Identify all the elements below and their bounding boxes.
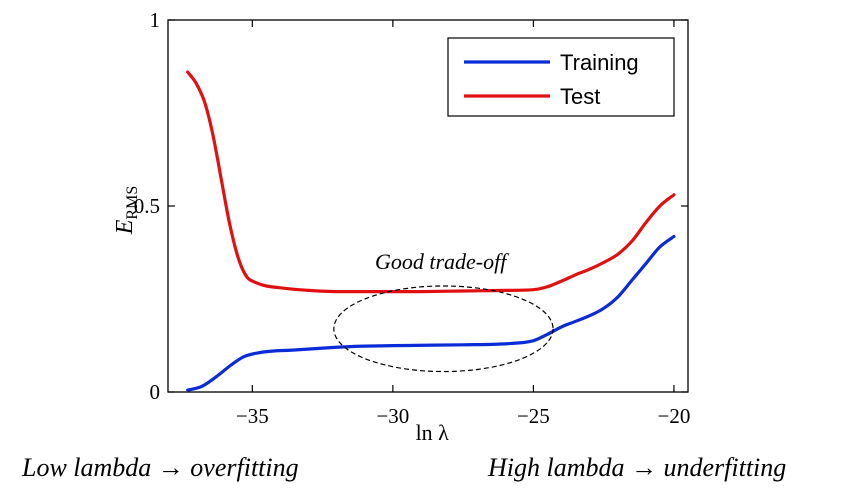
axes: −35 −30 −25 −20 0 0.5 1 bbox=[134, 8, 691, 428]
y-tick-label: 0 bbox=[150, 380, 161, 404]
trade-off-ellipse bbox=[333, 285, 554, 373]
legend-box bbox=[447, 37, 675, 117]
x-tick-label: −35 bbox=[236, 404, 269, 428]
series-line-test bbox=[186, 70, 676, 294]
footer-note-left: Low lambda → overfitting bbox=[22, 453, 299, 482]
y-tick-label: 1 bbox=[150, 8, 161, 32]
annotation-good-trade-off: Good trade-off bbox=[375, 249, 509, 274]
legend: Training Test bbox=[447, 37, 675, 117]
x-axis-label: ln λ bbox=[416, 420, 450, 445]
x-tick-label: −25 bbox=[517, 404, 550, 428]
series-line-training bbox=[186, 234, 676, 392]
footer-note-right: High lambda → underfitting bbox=[488, 453, 787, 482]
x-tick-label: −30 bbox=[376, 404, 409, 428]
y-tick-label: 0.5 bbox=[134, 194, 160, 218]
legend-label-training: Training bbox=[560, 50, 639, 75]
x-tick-label: −20 bbox=[658, 404, 691, 428]
legend-label-test: Test bbox=[560, 84, 600, 109]
axis-labels: ERMS ln λ bbox=[112, 186, 449, 445]
annotation-layer: Good trade-off bbox=[333, 249, 554, 373]
series-layer bbox=[186, 70, 676, 392]
y-axis-label: ERMS bbox=[112, 186, 141, 235]
